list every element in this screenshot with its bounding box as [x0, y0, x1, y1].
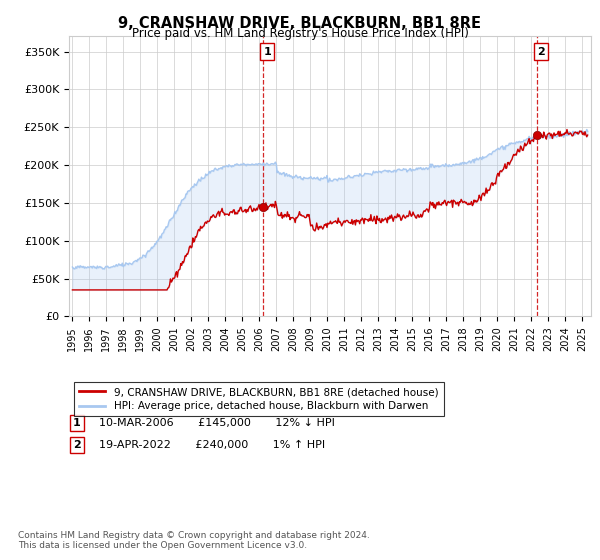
- Text: 2: 2: [537, 46, 545, 57]
- Text: 19-APR-2022       £240,000       1% ↑ HPI: 19-APR-2022 £240,000 1% ↑ HPI: [92, 440, 326, 450]
- Text: 1: 1: [73, 418, 81, 428]
- Text: 1: 1: [263, 46, 271, 57]
- Text: Contains HM Land Registry data © Crown copyright and database right 2024.
This d: Contains HM Land Registry data © Crown c…: [18, 530, 370, 550]
- Text: 10-MAR-2006       £145,000       12% ↓ HPI: 10-MAR-2006 £145,000 12% ↓ HPI: [92, 418, 335, 428]
- Text: Price paid vs. HM Land Registry's House Price Index (HPI): Price paid vs. HM Land Registry's House …: [131, 27, 469, 40]
- Text: 9, CRANSHAW DRIVE, BLACKBURN, BB1 8RE: 9, CRANSHAW DRIVE, BLACKBURN, BB1 8RE: [119, 16, 482, 31]
- Text: 2: 2: [73, 440, 81, 450]
- Legend: 9, CRANSHAW DRIVE, BLACKBURN, BB1 8RE (detached house), HPI: Average price, deta: 9, CRANSHAW DRIVE, BLACKBURN, BB1 8RE (d…: [74, 382, 443, 417]
